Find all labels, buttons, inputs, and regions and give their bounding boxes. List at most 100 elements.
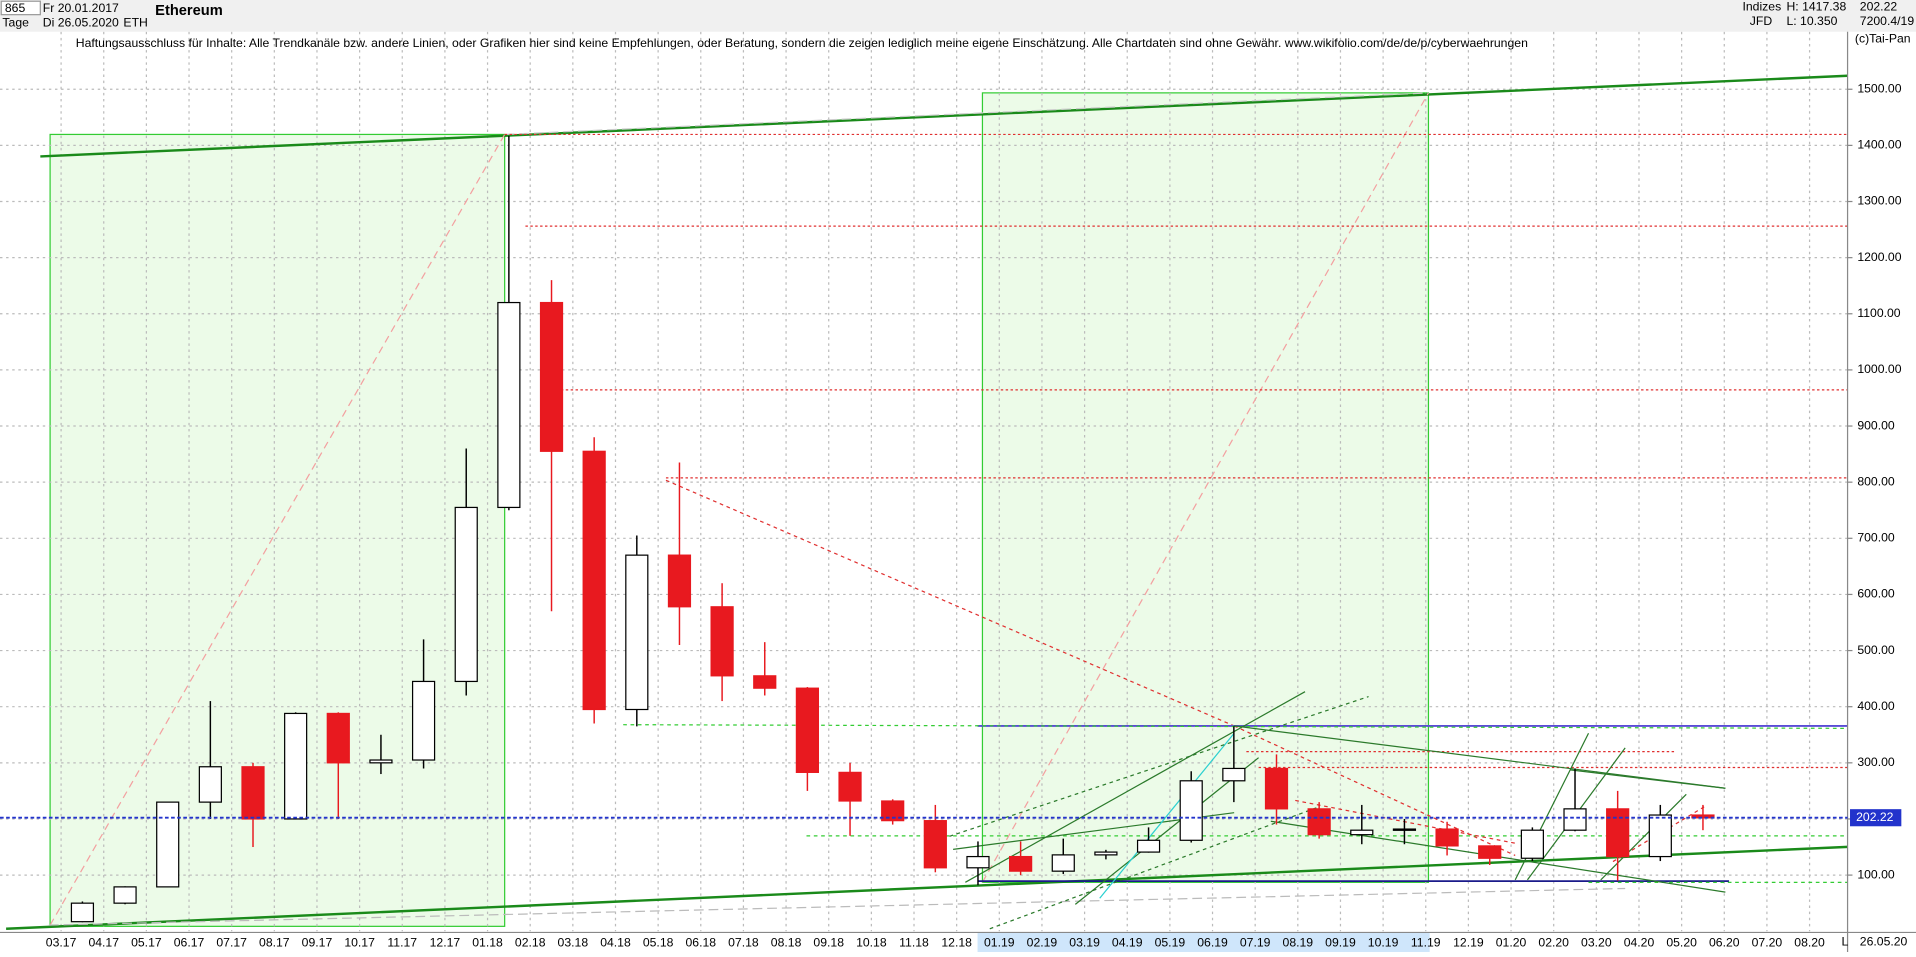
candle-body <box>1392 828 1417 831</box>
candle-body <box>1478 845 1502 859</box>
trend-line <box>49 134 506 926</box>
candle-body <box>70 902 95 923</box>
candle-body <box>1606 808 1630 858</box>
axis-highlight <box>977 932 1430 952</box>
candle-body <box>1563 808 1587 831</box>
trend-line <box>1570 769 1726 789</box>
x-tick-label: 02.20 <box>1538 936 1569 950</box>
y-tick-label: 100.00 <box>1857 867 1895 881</box>
candle-body <box>156 801 180 888</box>
candle-body <box>838 771 862 802</box>
x-tick-label: 01.20 <box>1496 936 1527 950</box>
candle-body <box>326 712 350 764</box>
title: Ethereum <box>155 3 223 19</box>
candle-body <box>1520 829 1544 859</box>
candle-body <box>1136 839 1161 853</box>
count-box[interactable] <box>0 0 41 16</box>
x-tick-label: 07.20 <box>1752 936 1783 950</box>
x-tick-label: 06.19 <box>1197 936 1228 950</box>
candle-body <box>1435 828 1459 847</box>
y-tick-label: 700.00 <box>1857 531 1895 545</box>
candle-body <box>667 554 692 608</box>
candle-body <box>198 766 222 803</box>
x-tick-label: 03.19 <box>1069 936 1100 950</box>
y-tick-label: 1300.00 <box>1857 194 1901 208</box>
x-tick-label: 12.18 <box>941 936 972 950</box>
y-tick-label: 1200.00 <box>1857 250 1901 264</box>
x-tick-label: 06.18 <box>685 936 716 950</box>
x-tick-label: 07.18 <box>728 936 759 950</box>
count[interactable]: 865 <box>5 1 26 15</box>
period[interactable]: Tage <box>2 15 29 29</box>
trend-line <box>1099 732 1235 899</box>
last-price-box <box>1850 809 1902 827</box>
trend-line <box>981 92 1429 883</box>
x-tick-label: 05.19 <box>1155 936 1186 950</box>
candle-body <box>497 301 521 509</box>
y-tick-label: 1400.00 <box>1857 138 1901 152</box>
x-tick-label: 10.18 <box>856 936 887 950</box>
candle-body <box>539 301 564 452</box>
x-tick-label: 08.17 <box>259 936 290 950</box>
symbol: ETH <box>123 15 147 29</box>
x-tick-label: 03.18 <box>558 936 589 950</box>
candle-body <box>710 606 734 677</box>
end-date: 26.05.20 <box>1860 934 1908 948</box>
x-tick-label: 08.19 <box>1283 936 1314 950</box>
trend-line <box>40 74 1848 158</box>
x-tick-label: 04.20 <box>1624 936 1655 950</box>
date-from: Fr 20.01.2017 <box>43 1 119 15</box>
annotations <box>6 74 1848 931</box>
candle-body <box>1648 814 1672 858</box>
x-tick-label: 03.20 <box>1581 936 1612 950</box>
candle-body <box>241 766 265 820</box>
x-tick-label: 05.18 <box>643 936 674 950</box>
x-tick-label: 06.17 <box>174 936 205 950</box>
candle-body <box>881 800 905 822</box>
candle-body <box>1179 780 1203 841</box>
x-tick-label: 05.20 <box>1666 936 1697 950</box>
trend-line <box>504 92 1429 136</box>
high: H: 1417.38 <box>1786 0 1846 14</box>
x-tick-label: 04.17 <box>88 936 119 950</box>
disclaimer: Haftungsausschluss für Inhalte: Alle Tre… <box>76 36 1528 50</box>
x-tick-label: 08.20 <box>1794 936 1825 950</box>
y-tick-label: 1100.00 <box>1857 306 1900 320</box>
trend-line <box>48 887 1626 926</box>
candle-body <box>1009 855 1033 872</box>
trend-line <box>1600 793 1687 881</box>
candle-body <box>966 855 990 869</box>
y-tick-label: 400.00 <box>1857 699 1895 713</box>
x-tick-label: 01.18 <box>472 936 503 950</box>
candle-body <box>1222 767 1246 782</box>
x-tick-label: 07.19 <box>1240 936 1271 950</box>
last-price-label: 202.22 <box>1856 810 1894 824</box>
x-tick-label: 08.18 <box>771 936 802 950</box>
header-bar <box>0 0 1916 32</box>
x-tick-label: 01.19 <box>984 936 1015 950</box>
y-tick-label: 900.00 <box>1857 418 1895 432</box>
candle-body <box>1264 767 1289 810</box>
y-tick-label: 800.00 <box>1857 474 1895 488</box>
x-tick-label: 06.20 <box>1709 936 1740 950</box>
candle-body <box>284 712 308 820</box>
candles <box>70 135 1715 923</box>
candle-body <box>1051 854 1075 872</box>
candle-body <box>369 759 393 764</box>
broker: JFD <box>1750 14 1773 28</box>
scale-mode[interactable]: L <box>1841 934 1848 948</box>
candle-body <box>454 506 478 683</box>
group: Indizes <box>1742 0 1781 14</box>
x-tick-label: 02.19 <box>1027 936 1058 950</box>
x-tick-label: 11.19 <box>1411 936 1441 950</box>
trend-line <box>965 691 1306 883</box>
x-tick-label: 12.17 <box>430 936 461 950</box>
x-tick-label: 09.19 <box>1325 936 1356 950</box>
x-tick-label: 11.18 <box>899 936 929 950</box>
last: 202.22 <box>1860 0 1898 14</box>
trend-line <box>1234 725 1726 789</box>
x-tick-label: 10.17 <box>344 936 375 950</box>
x-tick-label: 10.19 <box>1368 936 1399 950</box>
candle-body <box>1350 829 1374 836</box>
